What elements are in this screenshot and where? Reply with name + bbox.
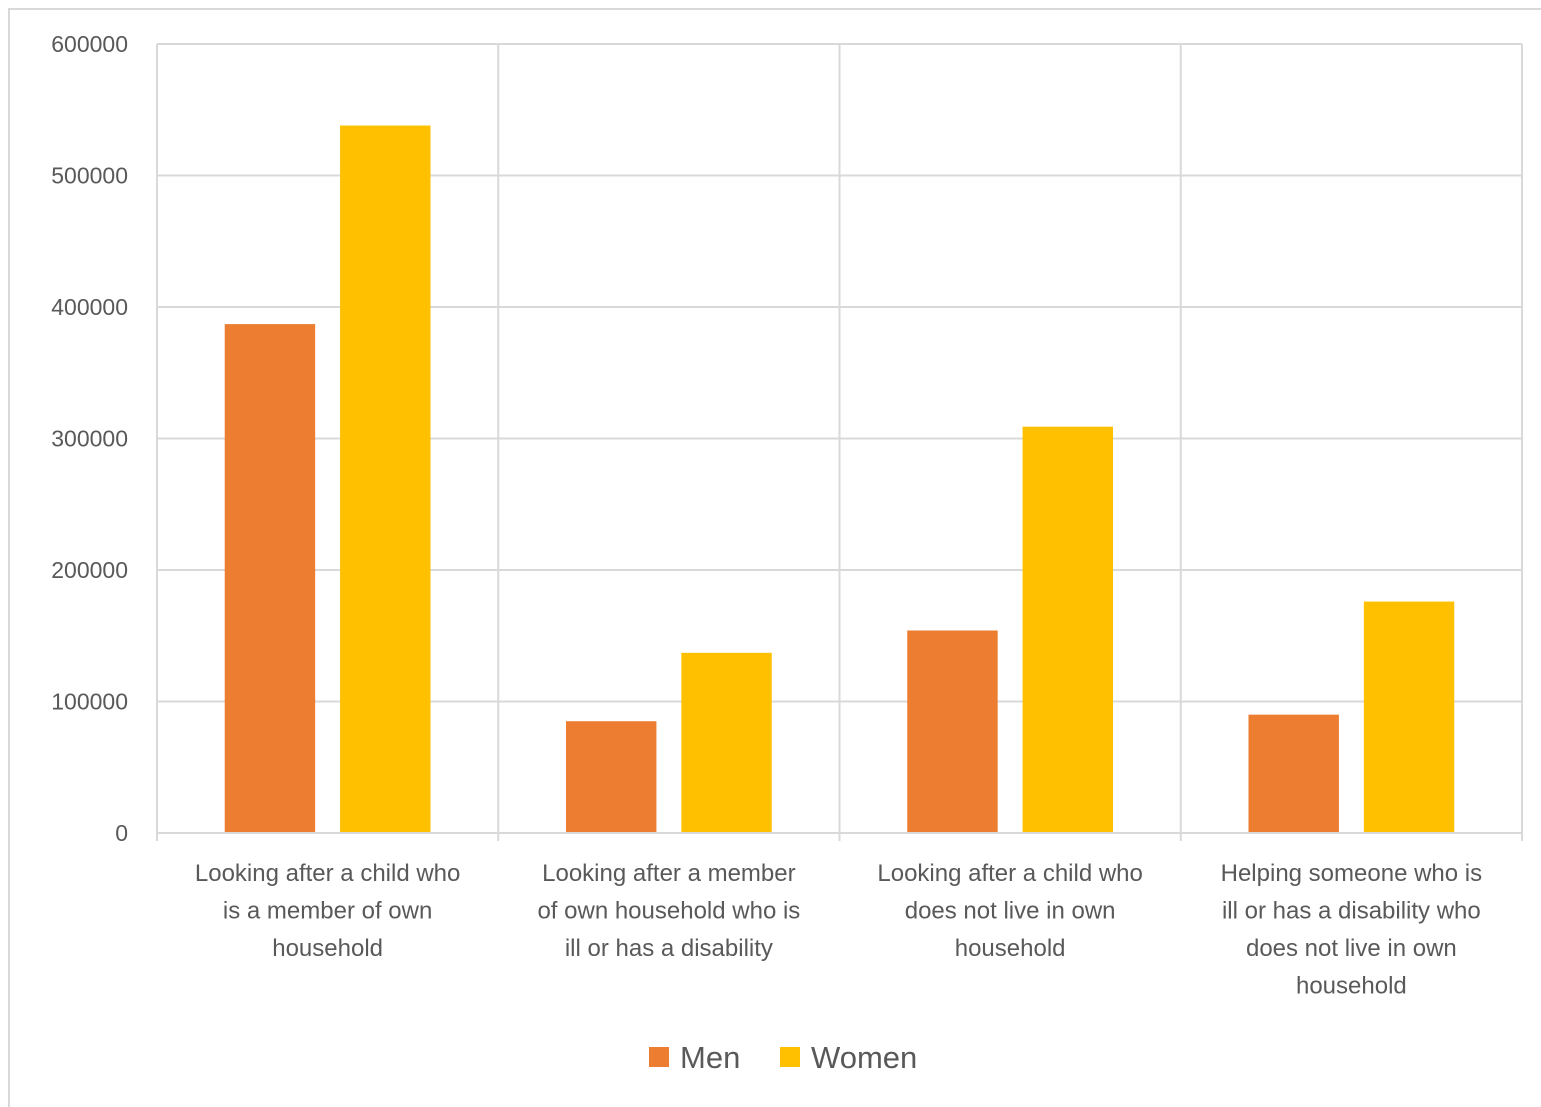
- bar-men: [1248, 714, 1339, 833]
- y-axis: 0 100000 200000 300000 400000 500000 600000: [51, 31, 128, 846]
- x-tick-label: Helping someone who is: [1221, 860, 1482, 887]
- legend-label-women: Women: [811, 1040, 917, 1075]
- y-tick-label: 600000: [51, 31, 128, 57]
- bar-men: [224, 324, 316, 833]
- bar-women: [340, 125, 431, 833]
- y-tick-label: 300000: [51, 426, 128, 452]
- y-tick-label: 400000: [51, 294, 128, 320]
- y-tick-label: 0: [115, 820, 128, 846]
- x-tick-label: ill or has a disability who: [1222, 898, 1481, 925]
- legend-swatch-men: [649, 1047, 669, 1067]
- x-tick-label: household: [272, 935, 383, 962]
- bars: [224, 125, 1455, 833]
- x-tick-label: is a member of own: [223, 898, 432, 925]
- x-tick-label: household: [955, 935, 1066, 962]
- x-tick-label: ill or has a disability: [565, 935, 773, 962]
- x-tick-label: Looking after a member: [542, 860, 795, 887]
- x-tick-label: does not live in own: [1246, 935, 1457, 962]
- y-tick-label: 200000: [51, 557, 128, 583]
- x-tick-label: Looking after a child who: [195, 860, 461, 887]
- x-tick-label: household: [1296, 973, 1407, 1000]
- x-tick-label: Looking after a child who: [877, 860, 1143, 887]
- y-tick-label: 100000: [51, 689, 128, 715]
- bar-men: [565, 721, 657, 833]
- legend-swatch-women: [780, 1047, 800, 1067]
- legend: Men Women: [649, 1040, 917, 1075]
- y-tick-label: 500000: [51, 163, 128, 189]
- bar-women: [681, 652, 772, 833]
- x-tick-label: of own household who is: [537, 898, 800, 925]
- bar-women: [1363, 601, 1455, 833]
- bar-women: [1022, 426, 1114, 833]
- legend-label-men: Men: [680, 1040, 740, 1075]
- x-tick-label: does not live in own: [905, 898, 1116, 925]
- bar-men: [907, 630, 998, 833]
- x-axis: Looking after a child who is a member of …: [157, 832, 1522, 1000]
